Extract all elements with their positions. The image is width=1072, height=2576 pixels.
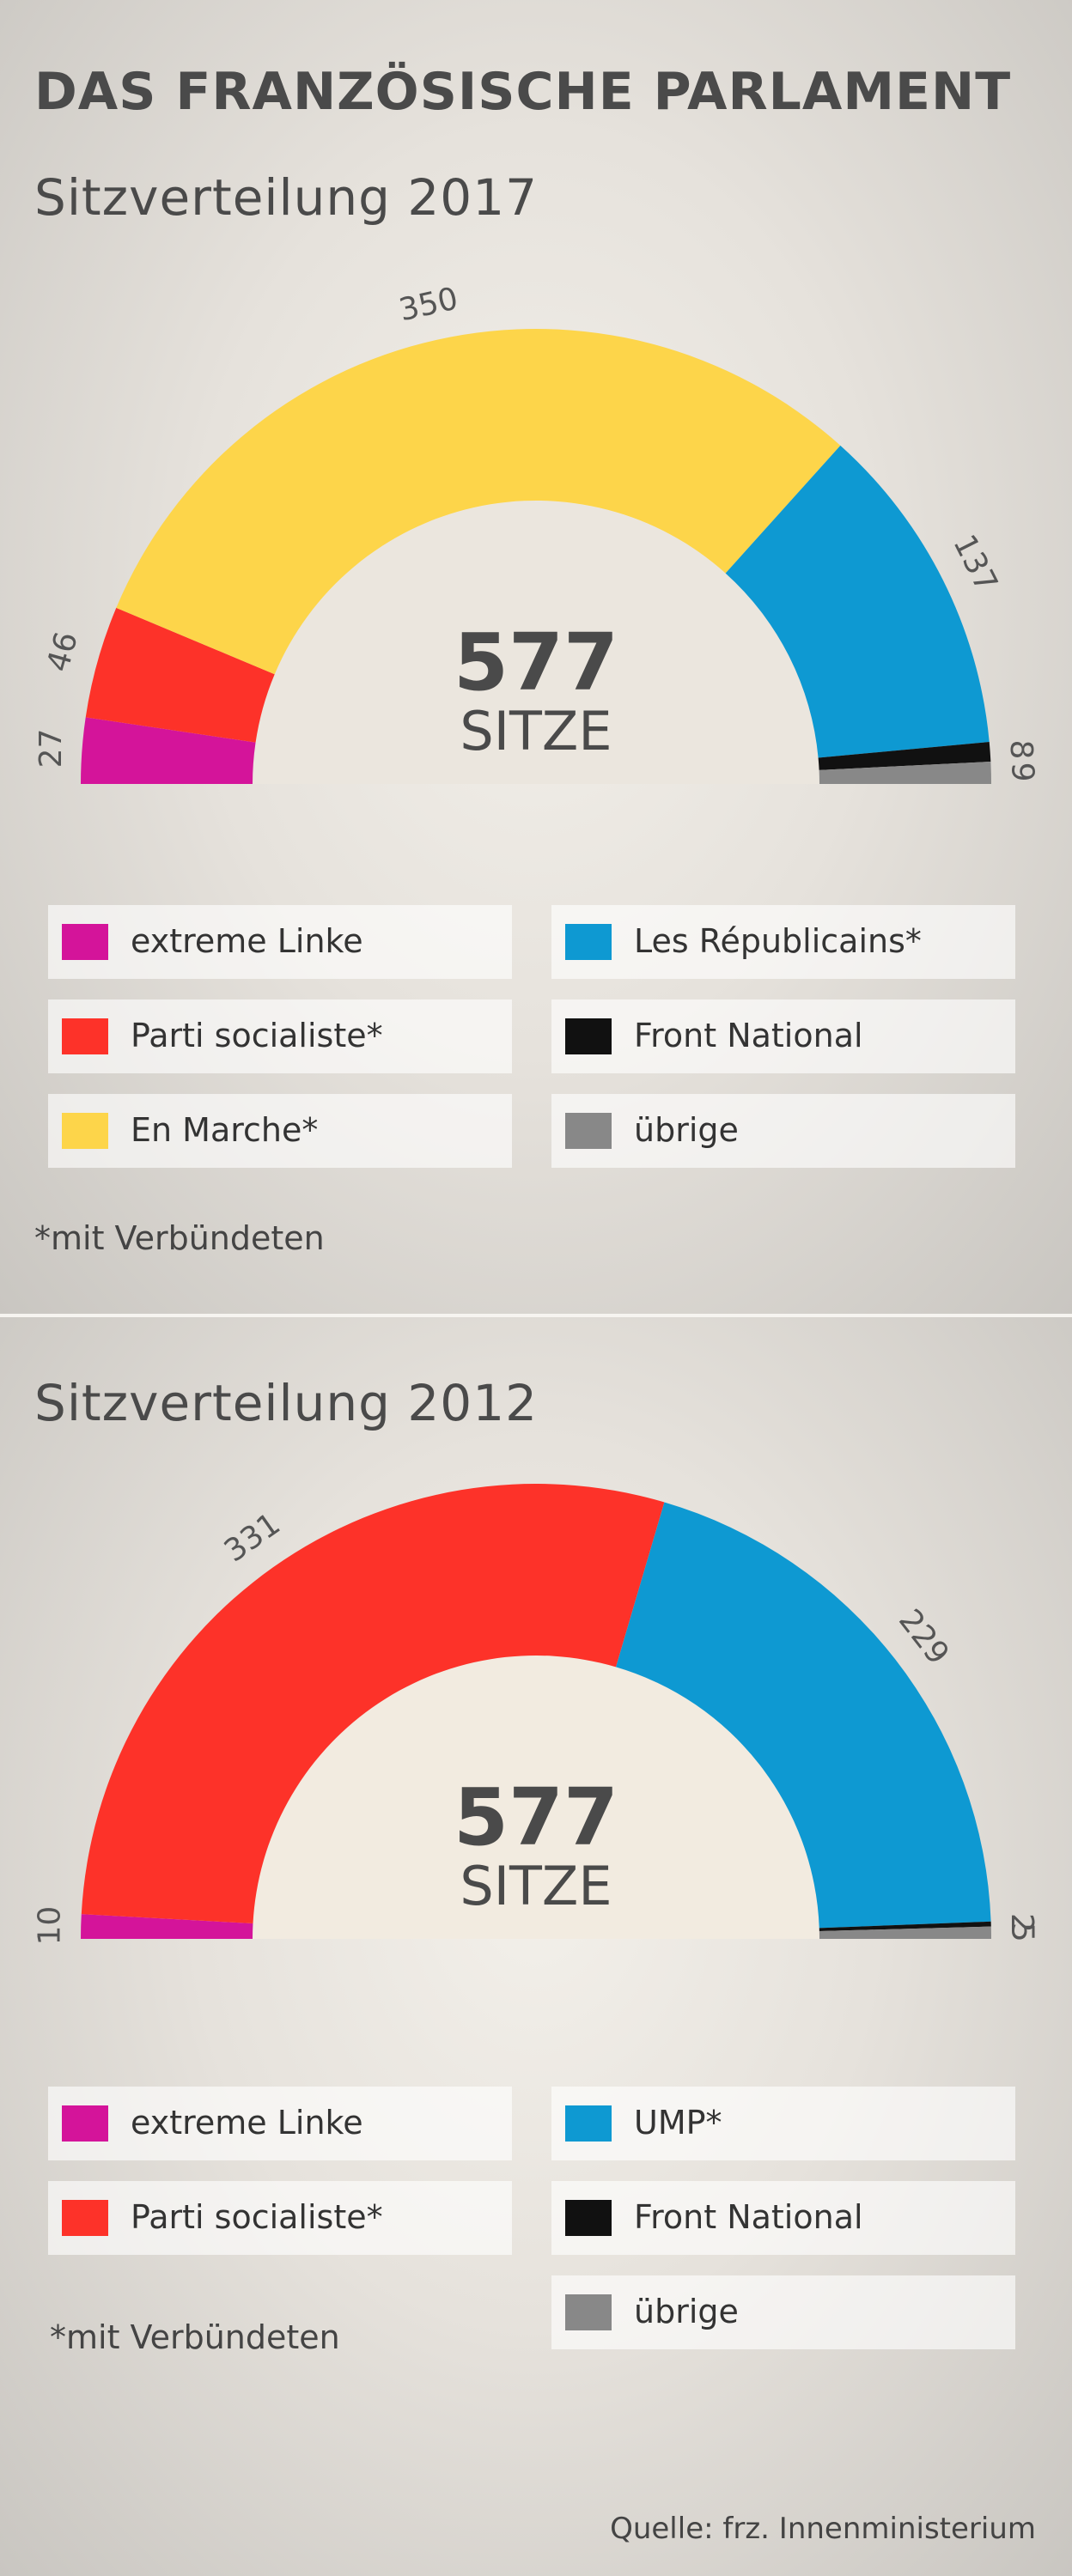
total-seats-label: SITZE	[460, 700, 612, 762]
legend-label: En Marche*	[131, 1111, 319, 1149]
legend-swatch	[62, 2200, 108, 2236]
legend-label: Parti socialiste*	[131, 1017, 383, 1054]
value-label-front-national: 2	[1004, 1913, 1039, 1933]
legend-item-übrige: übrige	[551, 1094, 1015, 1168]
seat-segment-extreme-linke	[81, 1914, 253, 1939]
footnote-2012: *mit Verbündeten	[50, 2318, 340, 2356]
page-title: DAS FRANZÖSISCHE PARLAMENT	[34, 62, 1012, 122]
legend-item-ump: UMP*	[551, 2087, 1015, 2160]
seat-segment-extreme-linke	[81, 717, 256, 784]
value-label-ump: 229	[892, 1603, 956, 1671]
legend-label: Front National	[634, 2198, 863, 2236]
total-seats-number: 577	[454, 1771, 618, 1863]
value-label-extreme-linke: 27	[34, 729, 69, 769]
legend-swatch	[565, 1018, 612, 1054]
value-label-übrige: 5	[1004, 1923, 1039, 1942]
legend-swatch	[565, 924, 612, 960]
legend-swatch	[62, 1018, 108, 1054]
chart-title-2012: Sitzverteilung 2012	[34, 1374, 539, 1432]
legend-item-parti-socialiste: Parti socialiste*	[48, 2181, 512, 2255]
legend-item-extreme-linke: extreme Linke	[48, 905, 512, 979]
total-seats-label: SITZE	[460, 1855, 612, 1917]
legend-swatch	[565, 1113, 612, 1149]
chart-inner-disc	[253, 501, 819, 784]
legend-swatch	[565, 2200, 612, 2236]
value-label-parti-socialiste: 331	[218, 1506, 287, 1569]
legend-label: übrige	[634, 2293, 739, 2330]
chart-inner-disc	[253, 1656, 819, 1939]
legend-swatch	[565, 2294, 612, 2330]
legend-label: Front National	[634, 1017, 863, 1054]
seat-segment-parti-socialiste	[85, 607, 275, 743]
source-note: Quelle: frz. Innenministerium	[610, 2512, 1036, 2546]
legend-label: extreme Linke	[131, 922, 363, 960]
legend-item-les-républicains: Les Républicains*	[551, 905, 1015, 979]
legend-swatch	[62, 924, 108, 960]
total-seats-number: 577	[454, 617, 618, 708]
seat-segment-ump	[616, 1502, 991, 1929]
value-label-extreme-linke: 10	[33, 1906, 68, 1946]
legend-label: Parti socialiste*	[131, 2198, 383, 2236]
seat-segment-übrige	[819, 1926, 991, 1939]
chart-title-2017: Sitzverteilung 2017	[34, 168, 539, 227]
value-label-les-républicains: 137	[946, 529, 1003, 598]
legend-item-front-national: Front National	[551, 2181, 1015, 2255]
value-label-übrige: 9	[1004, 762, 1039, 782]
seat-segment-front-national	[819, 1921, 991, 1932]
legend-swatch	[565, 2105, 612, 2142]
section-divider	[0, 1314, 1072, 1317]
seat-segment-les-républicains	[725, 445, 990, 758]
value-label-parti-socialiste: 46	[40, 629, 85, 676]
seat-segment-parti-socialiste	[81, 1484, 665, 1924]
legend-label: übrige	[634, 1111, 739, 1149]
legend-item-parti-socialiste: Parti socialiste*	[48, 999, 512, 1073]
seat-segment-en-marche	[116, 328, 841, 675]
legend-item-front-national: Front National	[551, 999, 1015, 1073]
seat-segment-übrige	[819, 762, 991, 784]
legend-label: Les Républicains*	[634, 922, 922, 960]
legend-item-extreme-linke: extreme Linke	[48, 2087, 512, 2160]
value-label-front-national: 8	[1003, 740, 1038, 760]
seat-segment-front-national	[818, 742, 991, 770]
legend-label: UMP*	[634, 2104, 722, 2142]
legend-label: extreme Linke	[131, 2104, 363, 2142]
legend-item-en-marche: En Marche*	[48, 1094, 512, 1168]
legend-item-übrige: übrige	[551, 2275, 1015, 2349]
legend-swatch	[62, 1113, 108, 1149]
legend-swatch	[62, 2105, 108, 2142]
footnote-2017: *mit Verbündeten	[34, 1219, 325, 1257]
